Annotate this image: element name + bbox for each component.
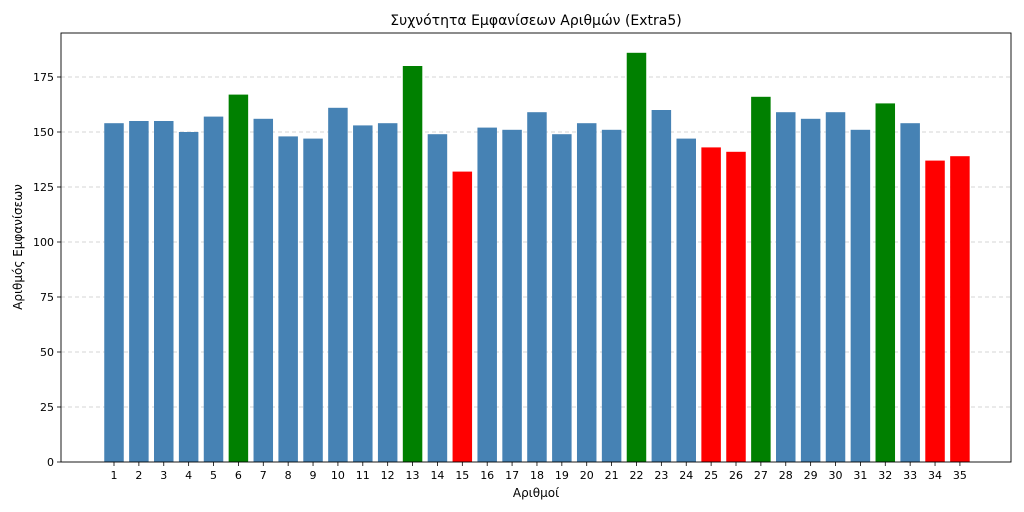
bar-16	[477, 127, 497, 462]
x-tick-label: 28	[779, 469, 793, 482]
y-tick-label: 25	[40, 401, 54, 414]
bars	[104, 52, 970, 463]
bar-22	[626, 52, 647, 463]
x-tick-label: 22	[629, 469, 643, 482]
x-tick-label: 18	[530, 469, 544, 482]
bar-23	[651, 110, 672, 462]
bar-10	[328, 107, 348, 463]
x-tick-label: 25	[704, 469, 718, 482]
x-tick-label: 5	[210, 469, 217, 482]
y-axis-label: Αριθμός Εμφανίσεων	[11, 184, 25, 310]
bar-35	[950, 156, 970, 462]
bar-31	[850, 129, 871, 463]
bar-21	[601, 129, 622, 463]
bar-24	[676, 138, 696, 462]
chart-title: Συχνότητα Εμφανίσεων Αριθμών (Extra5)	[390, 13, 682, 29]
bar-11	[353, 125, 373, 463]
x-tick-label: 8	[285, 469, 292, 482]
bar-9	[303, 138, 323, 462]
x-axis-label: Αριθμοί	[513, 486, 559, 500]
y-tick-label: 0	[47, 456, 54, 469]
bar-19	[552, 134, 572, 462]
y-tick-label: 125	[33, 181, 54, 194]
bar-8	[278, 136, 298, 462]
x-tick-label: 20	[580, 469, 594, 482]
bar-1	[104, 123, 124, 462]
bar-3	[154, 121, 174, 462]
x-tick-label: 24	[679, 469, 693, 482]
bar-33	[900, 123, 920, 462]
x-tick-label: 16	[480, 469, 494, 482]
x-tick-label: 12	[381, 469, 395, 482]
x-tick-label: 11	[356, 469, 370, 482]
y-tick-label: 175	[33, 71, 54, 84]
bar-26	[726, 151, 746, 463]
x-tick-label: 1	[111, 469, 118, 482]
x-tick-label: 13	[406, 469, 420, 482]
x-tick-label: 32	[878, 469, 892, 482]
bar-5	[203, 116, 224, 462]
bar-17	[502, 129, 522, 463]
x-tick-label: 4	[185, 469, 192, 482]
x-tick-label: 2	[135, 469, 142, 482]
bar-6	[228, 94, 249, 462]
bar-30	[825, 112, 846, 462]
bar-12	[377, 123, 398, 462]
x-tick-label: 23	[654, 469, 668, 482]
x-tick-label: 27	[754, 469, 768, 482]
x-tick-label: 21	[605, 469, 619, 482]
bar-20	[576, 123, 597, 462]
bar-13	[402, 66, 423, 462]
x-tick-label: 29	[804, 469, 818, 482]
x-tick-label: 34	[928, 469, 942, 482]
x-tick-label: 19	[555, 469, 569, 482]
x-tick-label: 17	[505, 469, 519, 482]
bar-2	[129, 121, 149, 462]
x-tick-label: 31	[853, 469, 867, 482]
x-tick-label: 30	[829, 469, 843, 482]
x-tick-label: 9	[310, 469, 317, 482]
y-tick-label: 100	[33, 236, 54, 249]
x-tick-label: 14	[430, 469, 444, 482]
bar-4	[178, 132, 199, 462]
bar-34	[925, 160, 945, 462]
axes	[60, 32, 1012, 463]
y-tick-label: 50	[40, 346, 54, 359]
y-tick-label: 150	[33, 126, 54, 139]
x-tick-label: 33	[903, 469, 917, 482]
bar-14	[427, 134, 448, 462]
x-tick-label: 7	[260, 469, 267, 482]
x-tick-label: 10	[331, 469, 345, 482]
bar-15	[452, 171, 473, 462]
bar-7	[253, 118, 274, 463]
x-tick-label: 35	[953, 469, 967, 482]
x-tick-label: 15	[455, 469, 469, 482]
bar-27	[751, 96, 771, 463]
x-tick-label: 26	[729, 469, 743, 482]
y-tick-label: 75	[40, 291, 54, 304]
x-tick-label: 3	[160, 469, 167, 482]
x-tick-label: 6	[235, 469, 242, 482]
bar-32	[875, 103, 896, 463]
bar-29	[800, 118, 821, 463]
bar-28	[776, 112, 796, 462]
bar-25	[701, 147, 721, 462]
bar-18	[527, 112, 547, 462]
plot-frame	[60, 32, 1012, 463]
